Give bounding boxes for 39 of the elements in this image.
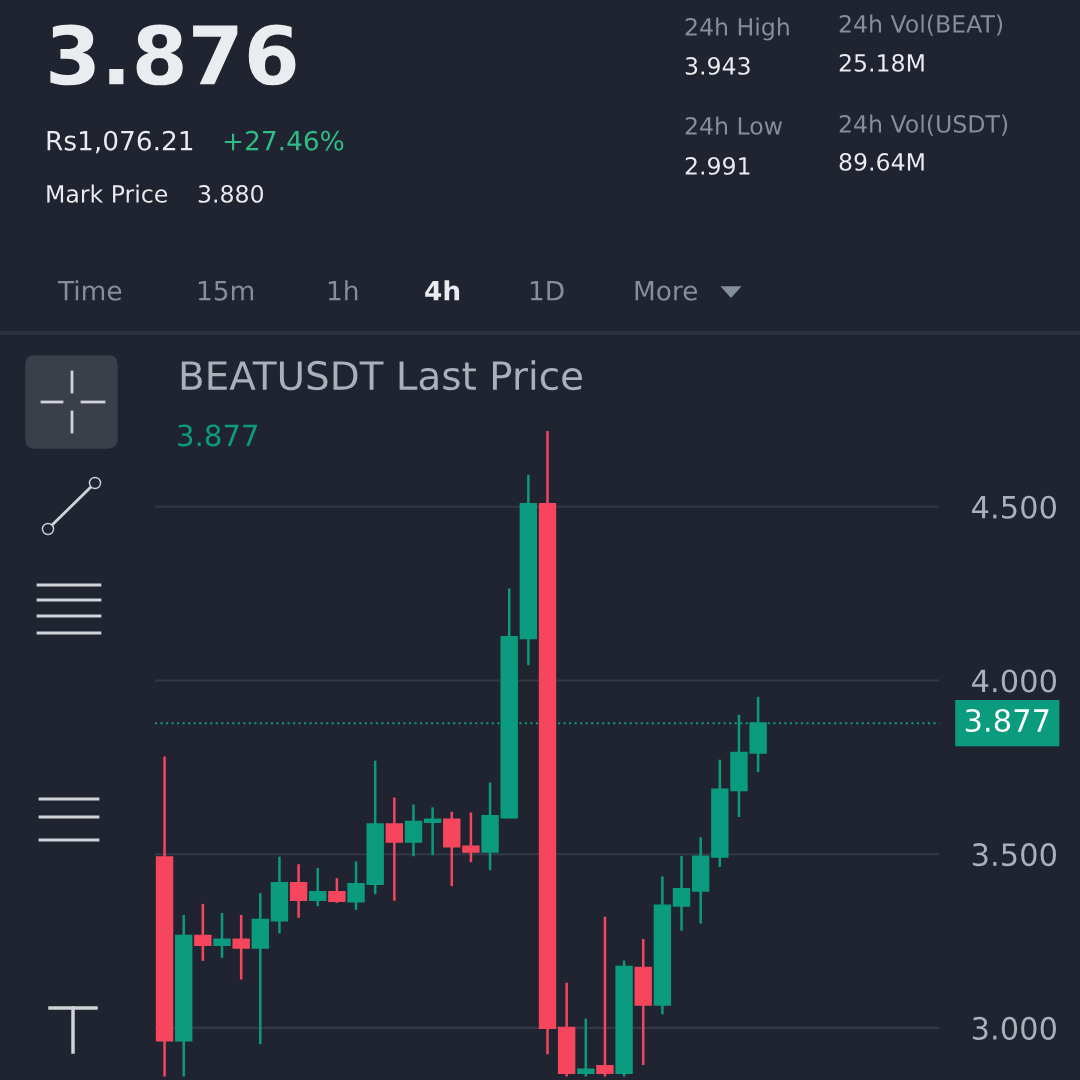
text: Rs1,076.21	[47, 130, 193, 154]
candlestick	[672, 854, 691, 932]
candlestick	[213, 911, 231, 959]
candlestick	[404, 803, 423, 858]
y-tick-label: 3.000	[972, 1016, 1056, 1040]
text: +27.46%	[224, 130, 344, 151]
text: 24h Vol(USDT)	[839, 114, 1008, 136]
text: 15m	[198, 281, 254, 301]
text: 3.880	[198, 184, 264, 203]
y-tick-label: 3.500	[972, 843, 1056, 867]
candlestick	[577, 1017, 595, 1078]
candlestick	[596, 915, 614, 1078]
text: More	[635, 281, 697, 301]
y-tick-label: 4.500	[972, 495, 1056, 519]
text: 4h	[425, 280, 460, 301]
candlestick	[232, 913, 250, 981]
candlestick	[328, 876, 346, 905]
candlestick	[309, 866, 327, 908]
candlestick	[423, 806, 442, 857]
annotation: 3.877	[178, 424, 258, 447]
candlestick	[194, 902, 212, 963]
text: Time	[57, 280, 122, 301]
chart-title: BEATUSDT Last Price	[181, 360, 582, 391]
text: 89.64M	[839, 152, 924, 171]
text: 1h	[328, 280, 358, 301]
candlestick	[462, 811, 480, 864]
y-tick-label: 4.000	[972, 669, 1056, 693]
text: 2.991	[685, 156, 750, 175]
candlestick	[385, 796, 404, 902]
text: Mark Price	[47, 184, 168, 203]
text: 24h Vol(BEAT)	[839, 14, 1003, 36]
text: 3.943	[685, 56, 750, 75]
text: 24h High	[685, 17, 789, 41]
text: 25.18M	[839, 53, 924, 72]
ref-line-label: 3.877	[965, 708, 1049, 733]
text: 3.876	[50, 24, 296, 86]
text: 1D	[530, 281, 564, 301]
candlestick	[289, 863, 308, 920]
text: 24h Low	[685, 116, 783, 135]
